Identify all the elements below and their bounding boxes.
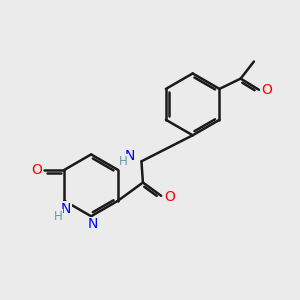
Text: N: N — [61, 202, 71, 216]
Text: H: H — [119, 155, 128, 168]
Text: N: N — [125, 149, 135, 163]
Text: H: H — [54, 210, 63, 223]
Text: O: O — [164, 190, 175, 204]
Text: N: N — [87, 218, 98, 232]
Text: O: O — [262, 83, 273, 98]
Text: O: O — [31, 163, 42, 177]
